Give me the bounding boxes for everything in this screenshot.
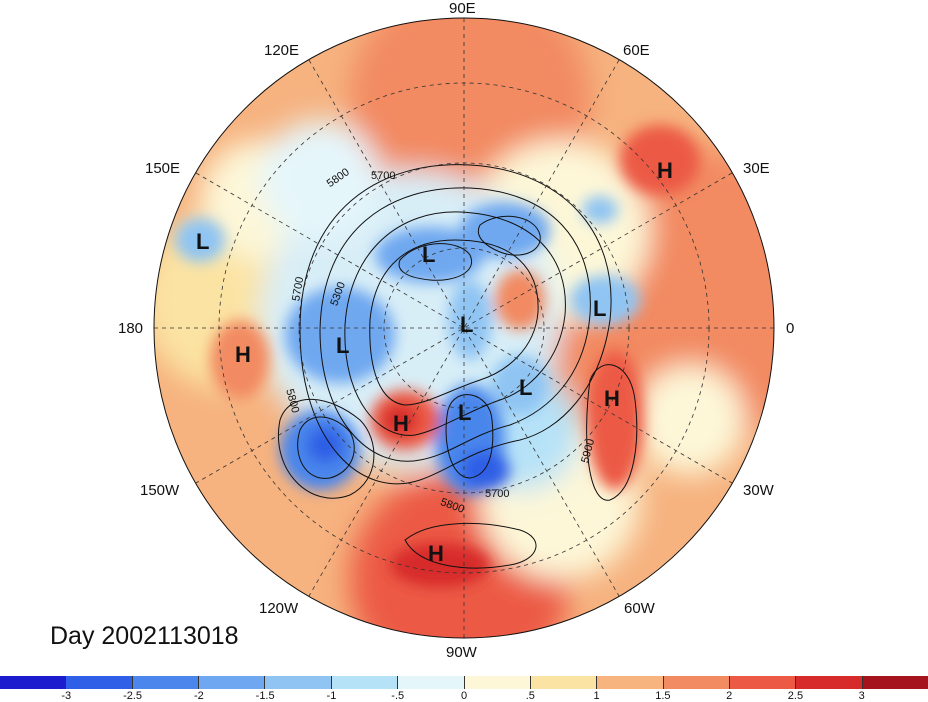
colorbar-segment [796,676,863,689]
colorbar-segment [729,676,797,689]
colorbar-segment [862,676,928,689]
lon-label-30e: 30E [743,160,770,177]
colorbar-tick-label: -2 [193,690,204,702]
lon-label-150w: 150W [140,482,180,499]
colorbar-tick-label: 1 [593,690,600,702]
low-pressure-marker: L [458,400,472,425]
colorbar-tick-label: -3 [61,690,72,702]
colorbar-segment [398,676,465,689]
map-border [153,17,775,639]
low-pressure-marker: L [196,229,210,254]
colorbar-tick-label: -1.5 [255,690,275,702]
lon-label-120w: 120W [259,600,299,617]
geopotential-contours [278,164,638,569]
colorbar-tick-label: 1.5 [655,690,671,702]
colorbar-segment [331,676,399,689]
high-pressure-marker: H [235,342,251,367]
low-pressure-marker: L [460,312,474,337]
colorbar-tick-label: -.5 [391,690,405,702]
colorbar-tick-label: 2 [726,690,733,702]
colorbar [0,676,928,689]
high-pressure-marker: H [428,541,444,566]
lon-label-150e: 150E [145,160,181,177]
colorbar-segment [66,676,133,689]
low-pressure-marker: L [422,242,436,267]
contour-label: 5700 [371,170,396,182]
colorbar-tick-label: .5 [525,690,535,702]
colorbar-tick-label: -1 [326,690,337,702]
colorbar-segment [663,676,730,689]
high-pressure-marker: H [393,411,409,436]
colorbar-segment [132,676,200,689]
lon-label-90w: 90W [446,644,477,661]
lon-label-180: 180 [118,320,144,337]
colorbar-segment [0,676,67,689]
colorbar-segment [530,676,598,689]
low-pressure-marker: L [519,375,533,400]
colorbar-tick-label: 0 [460,690,468,702]
colorbar-segment [199,676,266,689]
high-pressure-marker: H [657,158,673,183]
colorbar-segment [265,676,332,689]
map-title: Day 2002113018 [50,622,239,650]
lon-label-30w: 30W [743,482,774,499]
colorbar-segment [597,676,664,689]
colorbar-tick-label: -2.5 [123,690,143,702]
colorbar-tick-label: 2.5 [787,690,804,702]
lon-label-120e: 120E [264,42,300,59]
lon-label-60e: 60E [623,42,650,59]
lon-label-90e: 90E [449,0,476,17]
colorbar-tick-label: 3 [858,690,865,702]
colorbar-ticks: -3 -2.5 -2 -1.5 -1 -.5 0 .5 1 1.5 2 2.5 3 [0,690,928,702]
low-pressure-marker: L [336,333,350,358]
colorbar-segment [464,676,531,689]
lon-label-0: 0 [786,320,795,337]
contour-label: 5700 [485,488,510,500]
lon-label-60w: 60W [624,600,655,617]
low-pressure-marker: L [593,296,607,321]
high-pressure-marker: H [604,386,620,411]
graticule [154,18,774,638]
